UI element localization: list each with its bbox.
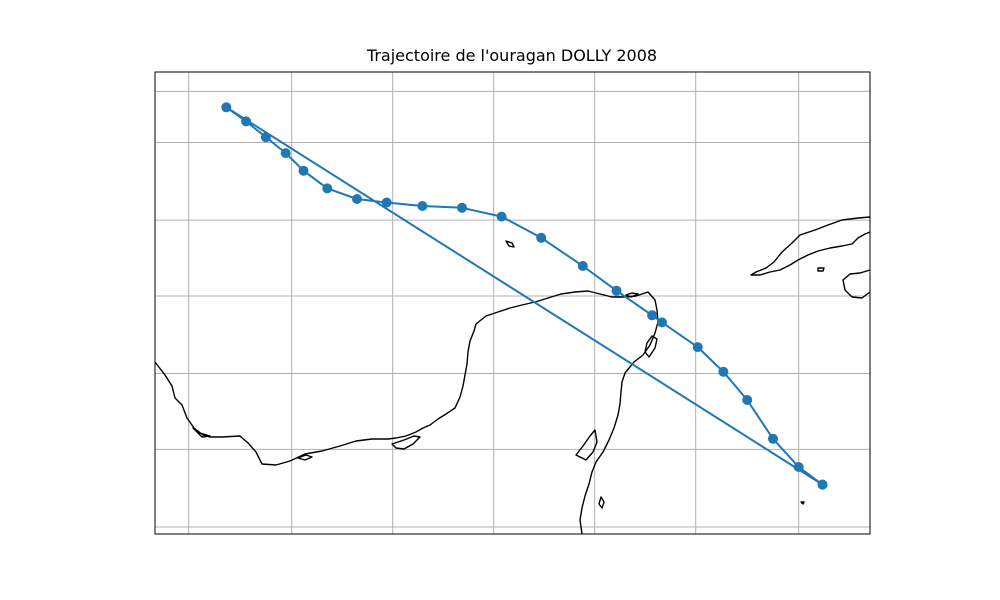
track-point-19 [260, 132, 271, 143]
coastline-cayman [625, 292, 639, 298]
coastline-cozumel [644, 335, 658, 358]
track-point-8 [611, 285, 622, 296]
coastline-cuba [750, 216, 871, 276]
track-point-7 [647, 310, 658, 321]
coastline-gulf-islet [297, 454, 313, 461]
coastline-bay-islands [598, 496, 605, 509]
coastline-belize-keys [575, 429, 598, 461]
coastline-swan-islet [800, 501, 805, 505]
track-point-14 [381, 197, 392, 208]
track-point-17 [298, 165, 309, 176]
track-point-9 [577, 261, 588, 271]
track-point-16 [322, 183, 333, 194]
track-point-1 [793, 462, 804, 472]
track-point-22 [817, 479, 828, 490]
track-point-13 [417, 201, 428, 211]
track-point-15 [352, 194, 362, 204]
track-point-21 [221, 102, 232, 113]
coastline-mexico [154, 290, 659, 535]
track-point-10 [536, 232, 547, 243]
track-point-6 [657, 317, 667, 328]
chart-title: Trajectoire de l'ouragan DOLLY 2008 [366, 46, 658, 65]
track-point-3 [742, 395, 753, 405]
coastline-contoy [505, 240, 515, 248]
plot-frame [154, 71, 871, 535]
trajectory-series [221, 102, 828, 490]
track-point-18 [280, 148, 291, 159]
track-point-20 [241, 116, 252, 127]
track-point-5 [692, 342, 703, 353]
track-point-4 [718, 366, 729, 377]
track-point-12 [457, 202, 467, 213]
coastline-gulf-islet-2 [192, 427, 211, 438]
gridlines [155, 72, 870, 534]
coastline-laguna [391, 435, 421, 450]
coastline-isla-juventud [817, 267, 825, 272]
coastlines [154, 216, 871, 535]
coastline-cuba-east [842, 269, 871, 299]
track-point-2 [768, 433, 778, 444]
track-point-11 [496, 211, 507, 222]
